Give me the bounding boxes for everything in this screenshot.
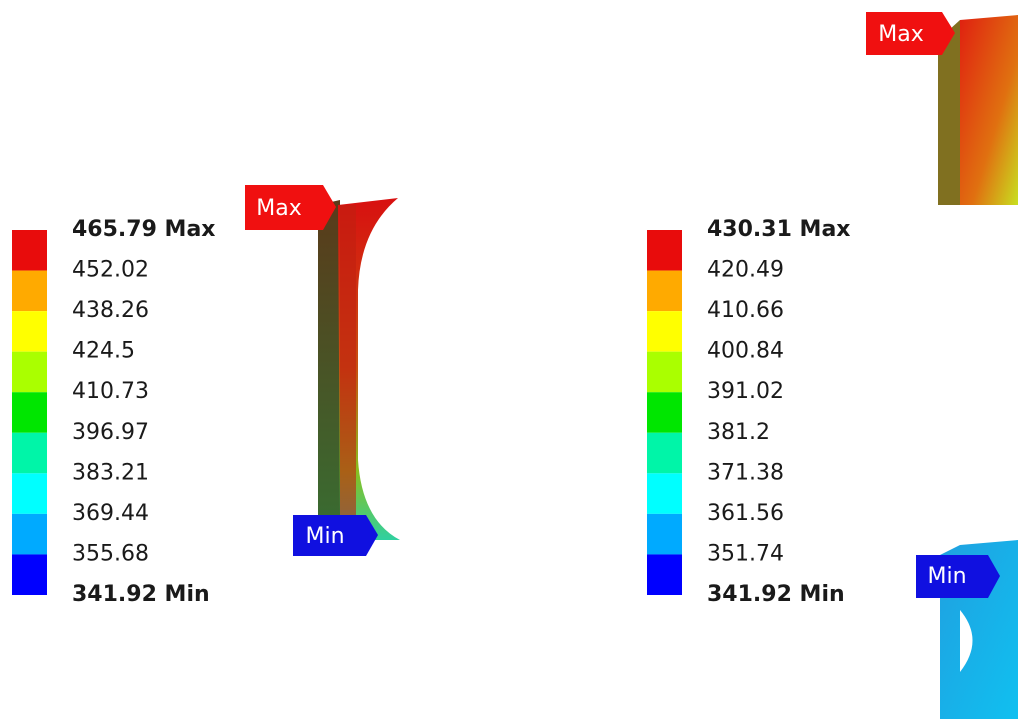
part-left (318, 198, 400, 540)
legend-label: 371.38 (707, 460, 784, 485)
min-tag: Min (916, 555, 1000, 598)
legend-label: 351.74 (707, 541, 784, 566)
legend-band (12, 352, 47, 393)
legend-label: 341.92 Min (707, 582, 845, 607)
legend-label: 396.97 (72, 420, 149, 445)
legend-band (12, 271, 47, 312)
legend-band (647, 392, 682, 433)
legend-band (12, 230, 47, 271)
legend-label: 410.73 (72, 379, 149, 404)
legend-band (647, 271, 682, 312)
max-tag-label: Max (878, 22, 923, 47)
legend-label: 391.02 (707, 379, 784, 404)
legend-band (12, 514, 47, 555)
legend-label: 452.02 (72, 258, 149, 283)
legend-band (647, 514, 682, 555)
part-right (938, 15, 1018, 719)
legend-label: 355.68 (72, 541, 149, 566)
results-view: Max Min Max Min 465.79 Max 452.02 438.26 42… (0, 0, 1018, 719)
legend-label: 465.79 Max (72, 217, 215, 242)
legend-label: 381.2 (707, 420, 770, 445)
max-tag: Max (866, 12, 955, 55)
viewport: Max Min Max Min 465.79 Max 452.02 438.26 42… (0, 0, 1018, 719)
legend-label: 341.92 Min (72, 582, 210, 607)
legend-label: 430.31 Max (707, 217, 850, 242)
legend-band (647, 473, 682, 514)
legend-label: 424.5 (72, 339, 135, 364)
legend-band (647, 311, 682, 352)
legend-label: 369.44 (72, 501, 149, 526)
legend-band (12, 473, 47, 514)
legend-band (647, 554, 682, 595)
legend-band (647, 433, 682, 474)
legend-band (12, 433, 47, 474)
min-tag-label: Min (305, 524, 344, 549)
legend-band (647, 230, 682, 271)
legend-label: 420.49 (707, 258, 784, 283)
legend-band (12, 311, 47, 352)
legend-band (647, 352, 682, 393)
legend-label: 438.26 (72, 298, 149, 323)
min-tag: Min (293, 515, 378, 556)
legend-label: 410.66 (707, 298, 784, 323)
legend-band (12, 392, 47, 433)
legend-label: 361.56 (707, 501, 784, 526)
legend-band (12, 554, 47, 595)
legend-label: 383.21 (72, 460, 149, 485)
min-tag-label: Min (927, 564, 966, 589)
max-tag-label: Max (256, 196, 301, 221)
legend-label: 400.84 (707, 339, 784, 364)
max-tag: Max (245, 185, 336, 230)
